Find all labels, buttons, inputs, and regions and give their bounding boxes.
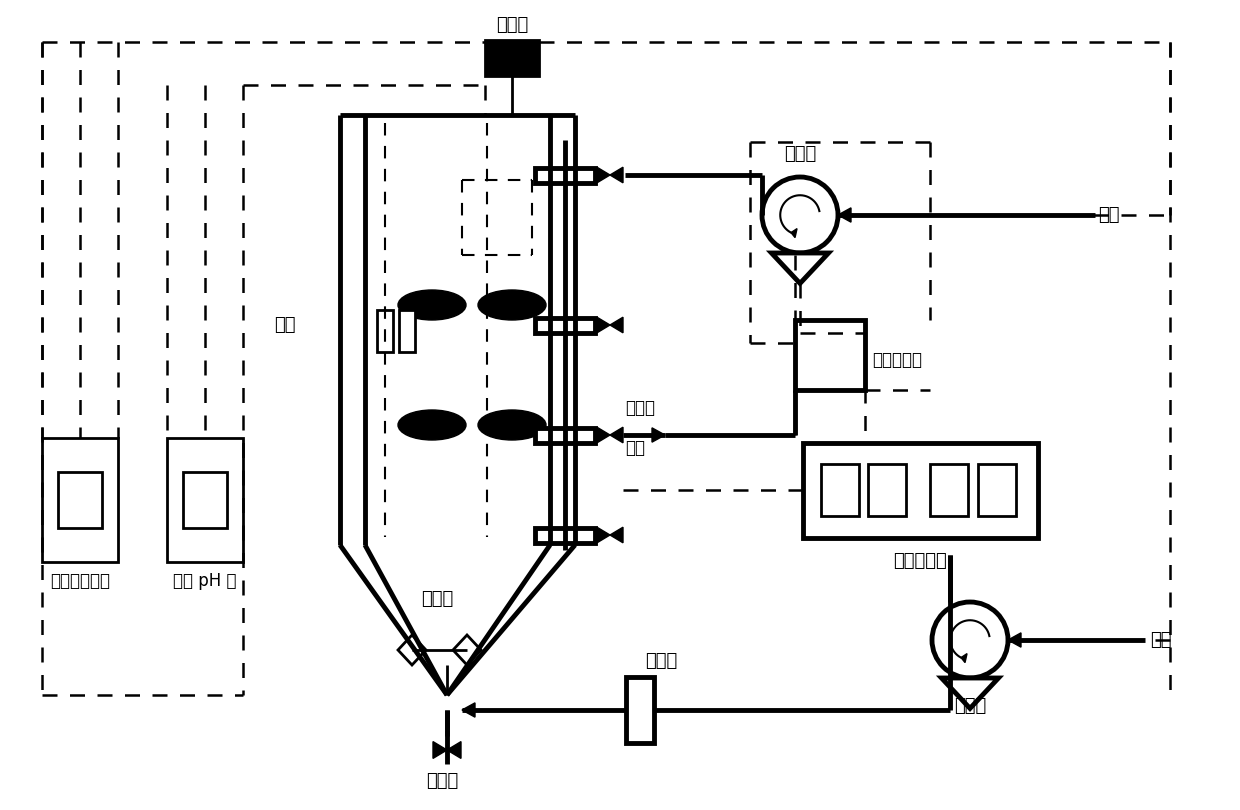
Polygon shape [596, 318, 610, 333]
Text: 搞拌器: 搞拌器 [496, 16, 528, 34]
Bar [377, 310, 393, 352]
Text: 液位控制器: 液位控制器 [872, 351, 923, 369]
Polygon shape [596, 527, 610, 543]
Polygon shape [610, 427, 622, 443]
Ellipse shape [398, 290, 466, 320]
Bar [978, 464, 1016, 516]
Text: 流量计: 流量计 [645, 652, 677, 670]
Ellipse shape [398, 410, 466, 440]
Polygon shape [1008, 633, 1021, 647]
Bar [821, 464, 859, 516]
Polygon shape [610, 318, 622, 333]
Polygon shape [596, 427, 610, 443]
Bar [930, 464, 968, 516]
Text: 曝气头: 曝气头 [420, 590, 453, 608]
Bar [795, 320, 866, 390]
Bar [58, 472, 102, 528]
Bar [534, 168, 595, 183]
Bar [167, 438, 243, 562]
Bar [626, 677, 653, 743]
Polygon shape [791, 228, 797, 237]
Text: 电磁阀: 电磁阀 [625, 399, 655, 417]
Text: 在线溢解氧仪: 在线溢解氧仪 [50, 572, 110, 590]
Bar [534, 528, 595, 543]
Polygon shape [596, 167, 610, 183]
Polygon shape [652, 428, 665, 442]
Polygon shape [838, 208, 851, 222]
Text: 进水: 进水 [1097, 206, 1120, 224]
Bar [485, 40, 539, 76]
Polygon shape [463, 703, 475, 717]
Ellipse shape [477, 290, 546, 320]
Text: 时间控制器: 时间控制器 [893, 552, 947, 570]
Bar [534, 428, 595, 443]
Text: 空气: 空气 [1149, 631, 1172, 649]
Polygon shape [941, 678, 998, 709]
Bar [399, 310, 415, 352]
Polygon shape [453, 635, 481, 665]
Polygon shape [610, 167, 622, 183]
Text: 进水泵: 进水泵 [784, 145, 816, 163]
Text: 水浴: 水浴 [274, 316, 296, 334]
Polygon shape [771, 253, 828, 284]
Text: 在线 pH 仪: 在线 pH 仪 [174, 572, 237, 590]
Bar [534, 318, 595, 333]
Bar [868, 464, 906, 516]
Text: 空压机: 空压机 [954, 697, 986, 715]
Bar [184, 472, 227, 528]
Ellipse shape [477, 410, 546, 440]
Bar [804, 443, 1038, 538]
Text: 放空阀: 放空阀 [425, 772, 458, 790]
Polygon shape [446, 742, 461, 758]
Polygon shape [433, 742, 446, 758]
Polygon shape [398, 635, 427, 665]
Bar [42, 438, 118, 562]
Text: 出水: 出水 [625, 439, 645, 457]
Polygon shape [610, 527, 622, 543]
Polygon shape [961, 654, 967, 663]
